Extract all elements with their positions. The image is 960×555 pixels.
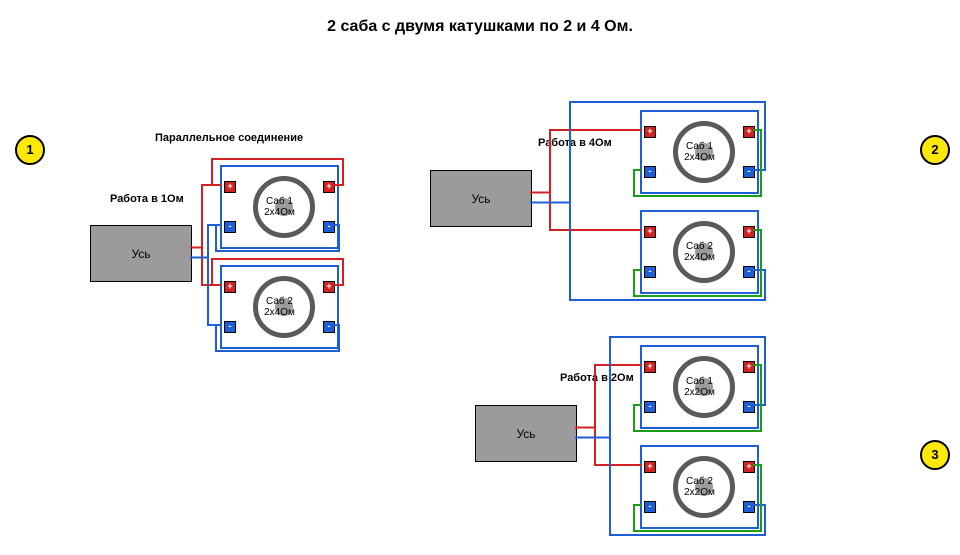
wiring-block-3 <box>0 0 960 555</box>
